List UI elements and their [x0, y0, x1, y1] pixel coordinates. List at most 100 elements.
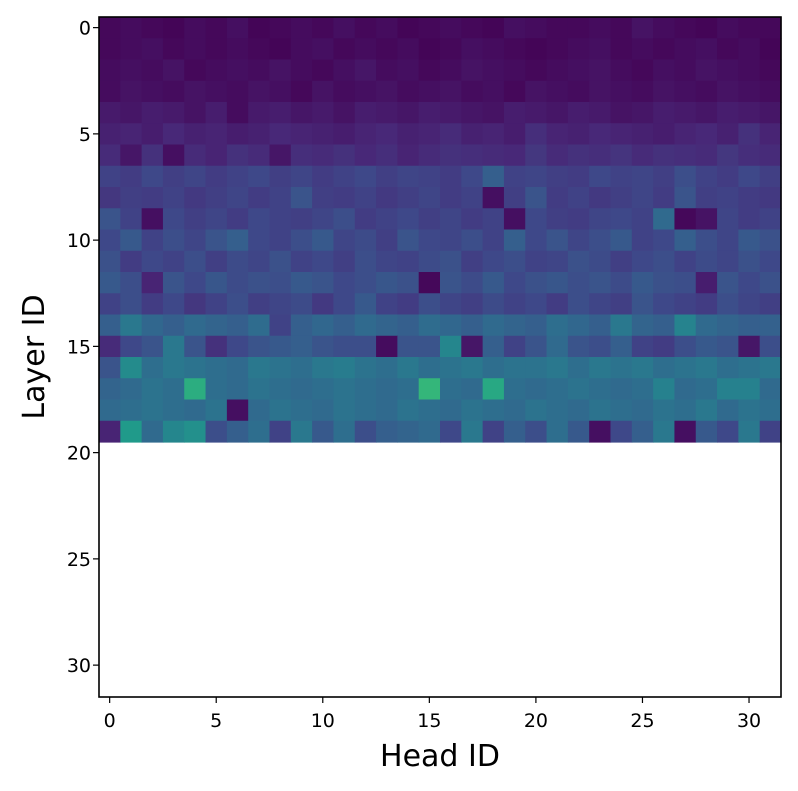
heatmap-cell	[567, 293, 590, 316]
heatmap-cell	[269, 123, 292, 146]
heatmap-cell	[290, 165, 313, 188]
heatmap-cell	[226, 399, 249, 422]
heatmap-cell	[226, 123, 249, 146]
heatmap-cell	[269, 378, 292, 401]
heatmap-cell	[461, 272, 484, 294]
y-tick-label: 0	[79, 18, 91, 40]
heatmap-cell	[141, 187, 164, 209]
heatmap-cell	[653, 357, 676, 379]
heatmap-cell	[717, 102, 739, 124]
heatmap-cell	[440, 378, 462, 401]
heatmap-cell	[162, 399, 185, 422]
heatmap-cell	[418, 378, 441, 401]
heatmap-cell	[162, 17, 185, 39]
heatmap-cell	[695, 208, 718, 231]
heatmap-cell	[354, 208, 377, 231]
heatmap-cell	[610, 357, 633, 379]
heatmap-cell	[653, 102, 676, 124]
heatmap-cell	[738, 123, 761, 146]
heatmap-cell	[397, 250, 420, 273]
heatmap-cell	[269, 144, 292, 167]
heatmap-cell	[184, 250, 207, 273]
heatmap-cell	[738, 357, 761, 379]
y-tick-label: 10	[67, 230, 91, 252]
heatmap-cell	[312, 80, 335, 103]
heatmap-cell	[248, 38, 271, 61]
heatmap-cell	[290, 38, 313, 61]
heatmap-cell	[759, 250, 782, 273]
heatmap-cell	[546, 293, 569, 316]
heatmap-cell	[418, 123, 441, 146]
heatmap-cell	[589, 17, 612, 39]
heatmap-cell	[312, 250, 335, 273]
heatmap-cell	[717, 17, 739, 39]
heatmap-cell	[503, 399, 526, 422]
x-tick-label: 0	[104, 710, 116, 732]
heatmap-cell	[738, 165, 761, 188]
heatmap-cell	[397, 80, 420, 103]
heatmap-cell	[312, 59, 335, 82]
heatmap-cell	[525, 229, 548, 252]
heatmap-cell	[631, 144, 654, 167]
heatmap-cell	[290, 250, 313, 273]
heatmap-cell	[589, 229, 612, 252]
heatmap-cell	[333, 420, 356, 443]
heatmap-cell	[205, 80, 228, 103]
heatmap-cell	[269, 420, 292, 443]
heatmap-cell	[567, 144, 590, 167]
heatmap-cell	[184, 229, 207, 252]
heatmap-cell	[99, 123, 121, 146]
heatmap-cell	[440, 272, 462, 294]
heatmap-cell	[226, 38, 249, 61]
heatmap-cell	[418, 335, 441, 358]
heatmap-cell	[631, 357, 654, 379]
heatmap-cell	[695, 357, 718, 379]
heatmap-cell	[759, 208, 782, 231]
heatmap-cell	[631, 335, 654, 358]
heatmap-cell	[354, 80, 377, 103]
heatmap-cell	[610, 314, 633, 337]
heatmap-cell	[738, 250, 761, 273]
heatmap-cell	[120, 357, 143, 379]
heatmap-cell	[120, 272, 143, 294]
heatmap-cell	[269, 208, 292, 231]
heatmap-cell	[141, 420, 164, 443]
heatmap-cell	[120, 144, 143, 167]
heatmap-cell	[290, 102, 313, 124]
heatmap-cell	[674, 229, 697, 252]
plot-frame	[98, 16, 782, 698]
heatmap-cell	[418, 17, 441, 39]
heatmap-cell	[440, 250, 462, 273]
heatmap-cell	[482, 357, 505, 379]
heatmap-cell	[333, 399, 356, 422]
heatmap-cell	[546, 357, 569, 379]
heatmap-cell	[717, 187, 739, 209]
heatmap-cell	[376, 314, 398, 337]
heatmap-cell	[333, 187, 356, 209]
heatmap-cell	[99, 102, 121, 124]
heatmap-cell	[354, 187, 377, 209]
heatmap-cell	[418, 272, 441, 294]
heatmap-cell	[184, 123, 207, 146]
heatmap-cell	[162, 229, 185, 252]
heatmap-cell	[376, 208, 398, 231]
heatmap-cell	[162, 378, 185, 401]
heatmap-cell	[418, 399, 441, 422]
heatmap-cell	[482, 102, 505, 124]
y-tick-label: 15	[67, 336, 91, 358]
heatmap-cell	[589, 123, 612, 146]
heatmap-cell	[653, 272, 676, 294]
heatmap-cell	[312, 420, 335, 443]
heatmap-cell	[99, 399, 121, 422]
heatmap-cell	[248, 293, 271, 316]
heatmap-cell	[567, 17, 590, 39]
heatmap-cell	[248, 123, 271, 146]
heatmap-cell	[141, 335, 164, 358]
heatmap-cell	[589, 399, 612, 422]
heatmap-cell	[376, 229, 398, 252]
heatmap-cell	[99, 59, 121, 82]
heatmap-cell	[269, 102, 292, 124]
heatmap-cell	[397, 335, 420, 358]
heatmap-cell	[738, 144, 761, 167]
